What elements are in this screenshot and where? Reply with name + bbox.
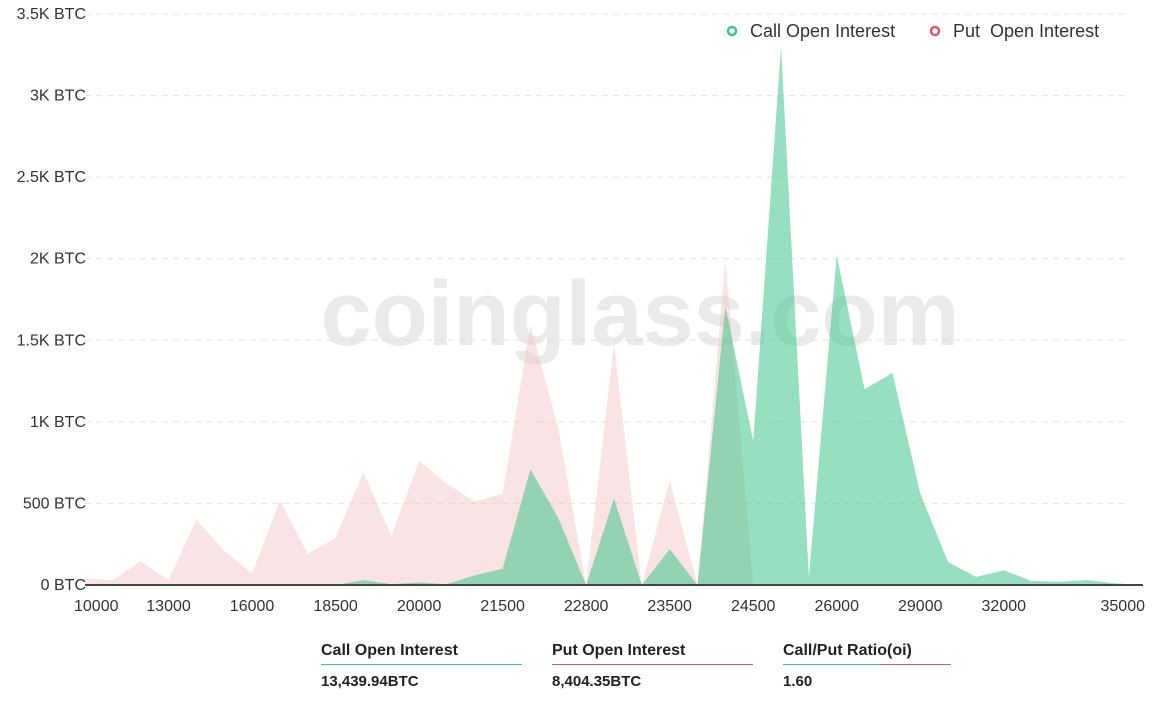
legend[interactable]: Call Open Interest Put Open Interest xyxy=(726,21,1099,41)
call-data-point[interactable] xyxy=(360,577,366,583)
x-tick-label: 13000 xyxy=(146,598,191,615)
put-data-point[interactable] xyxy=(360,469,366,475)
call-data-point[interactable] xyxy=(667,546,673,552)
call-data-point[interactable] xyxy=(555,515,561,521)
call-data-point[interactable] xyxy=(973,574,979,580)
y-tick-label: 0 BTC xyxy=(41,577,86,594)
stat-call-put-ratio: Call/Put Ratio(oi) 1.60 xyxy=(783,642,951,690)
put-data-point[interactable] xyxy=(722,257,728,263)
watermark: coinglass.com xyxy=(320,263,959,365)
y-tick-label: 2.5K BTC xyxy=(17,169,86,186)
stat-call-open-interest: Call Open Interest 13,439.94BTC xyxy=(321,642,522,690)
x-tick-label: 10000 xyxy=(74,598,119,615)
stat-put-label: Put Open Interest xyxy=(552,642,686,659)
call-data-point[interactable] xyxy=(472,572,478,578)
put-data-point[interactable] xyxy=(416,458,422,464)
series-areas xyxy=(82,44,1143,585)
legend-item-put[interactable]: Put Open Interest xyxy=(929,21,1099,41)
x-tick-label: 16000 xyxy=(230,598,275,615)
y-tick-label: 1.5K BTC xyxy=(17,332,86,349)
x-tick-label: 24500 xyxy=(731,598,776,615)
open-interest-chart: 0 BTC 500 BTC 1K BTC 1.5K BTC 2K BTC 2.5K BTC… xyxy=(17,6,1145,615)
stat-put-value: 8,404.35BTC xyxy=(552,673,642,690)
put-data-point[interactable] xyxy=(277,497,283,503)
call-data-point[interactable] xyxy=(1056,579,1062,585)
put-data-point[interactable] xyxy=(333,535,339,541)
put-data-point[interactable] xyxy=(388,533,394,539)
call-data-point[interactable] xyxy=(500,566,506,572)
y-tick-label: 3K BTC xyxy=(30,88,86,105)
stat-put-underline xyxy=(552,664,753,665)
stat-ratio-label: Call/Put Ratio(oi) xyxy=(783,642,912,659)
stat-call-label: Call Open Interest xyxy=(321,642,458,659)
call-data-point[interactable] xyxy=(834,252,840,258)
call-data-point[interactable] xyxy=(1084,577,1090,583)
stat-ratio-value: 1.60 xyxy=(783,673,813,690)
x-tick-label: 20000 xyxy=(397,598,442,615)
summary-stats: Call Open Interest 13,439.94BTC Put Open… xyxy=(321,642,951,690)
legend-marker-put xyxy=(929,25,941,37)
call-open-interest-area xyxy=(85,46,1143,585)
x-tick-label: 18500 xyxy=(313,598,358,615)
x-axis-labels: 10000 13000 16000 18500 20000 21500 22800 23500… xyxy=(74,598,1145,615)
y-tick-label: 2K BTC xyxy=(30,251,86,268)
x-tick-label: 26000 xyxy=(814,598,859,615)
put-data-point[interactable] xyxy=(667,478,673,484)
put-data-point[interactable] xyxy=(193,517,199,523)
legend-item-call[interactable]: Call Open Interest xyxy=(726,21,895,41)
call-data-point[interactable] xyxy=(862,386,868,392)
y-tick-label: 500 BTC xyxy=(23,495,86,512)
call-data-point[interactable] xyxy=(806,574,812,580)
put-data-point[interactable] xyxy=(221,548,227,554)
put-data-point[interactable] xyxy=(305,551,311,557)
put-data-point[interactable] xyxy=(527,323,533,329)
stat-ratio-underline xyxy=(783,664,951,665)
legend-label-call: Call Open Interest xyxy=(750,21,895,41)
y-axis-labels: 0 BTC 500 BTC 1K BTC 1.5K BTC 2K BTC 2.5K BTC… xyxy=(17,6,86,594)
x-tick-label: 22800 xyxy=(564,598,609,615)
x-tick-label: 21500 xyxy=(480,598,525,615)
x-tick-label: 29000 xyxy=(898,598,943,615)
y-tick-label: 3.5K BTC xyxy=(17,6,86,23)
x-tick-label: 32000 xyxy=(982,598,1027,615)
put-data-point[interactable] xyxy=(500,491,506,497)
legend-label-put: Put Open Interest xyxy=(953,21,1099,41)
call-data-point[interactable] xyxy=(1029,578,1035,584)
stat-call-value: 13,439.94BTC xyxy=(321,673,419,690)
stat-call-underline xyxy=(321,664,522,665)
call-data-point[interactable] xyxy=(1001,567,1007,573)
call-data-point[interactable] xyxy=(722,303,728,309)
put-open-interest-area xyxy=(85,260,1143,585)
put-data-point[interactable] xyxy=(249,571,255,577)
call-data-point[interactable] xyxy=(889,370,895,376)
call-data-point[interactable] xyxy=(917,491,923,497)
call-data-point[interactable] xyxy=(945,559,951,565)
legend-marker-call xyxy=(726,25,738,37)
put-data-point[interactable] xyxy=(555,425,561,431)
put-data-point[interactable] xyxy=(611,341,617,347)
put-data-point[interactable] xyxy=(138,558,144,564)
put-data-point[interactable] xyxy=(82,575,88,581)
call-data-point[interactable] xyxy=(750,438,756,444)
put-data-point[interactable] xyxy=(444,481,450,487)
y-tick-label: 1K BTC xyxy=(30,414,86,431)
x-tick-label: 23500 xyxy=(647,598,692,615)
call-data-point[interactable] xyxy=(527,466,533,472)
stat-put-open-interest: Put Open Interest 8,404.35BTC xyxy=(552,642,753,690)
grid-lines xyxy=(85,13,1128,504)
x-tick-label: 35000 xyxy=(1101,598,1146,615)
put-data-point[interactable] xyxy=(472,499,478,505)
call-data-point[interactable] xyxy=(778,44,784,50)
call-data-point[interactable] xyxy=(611,496,617,502)
